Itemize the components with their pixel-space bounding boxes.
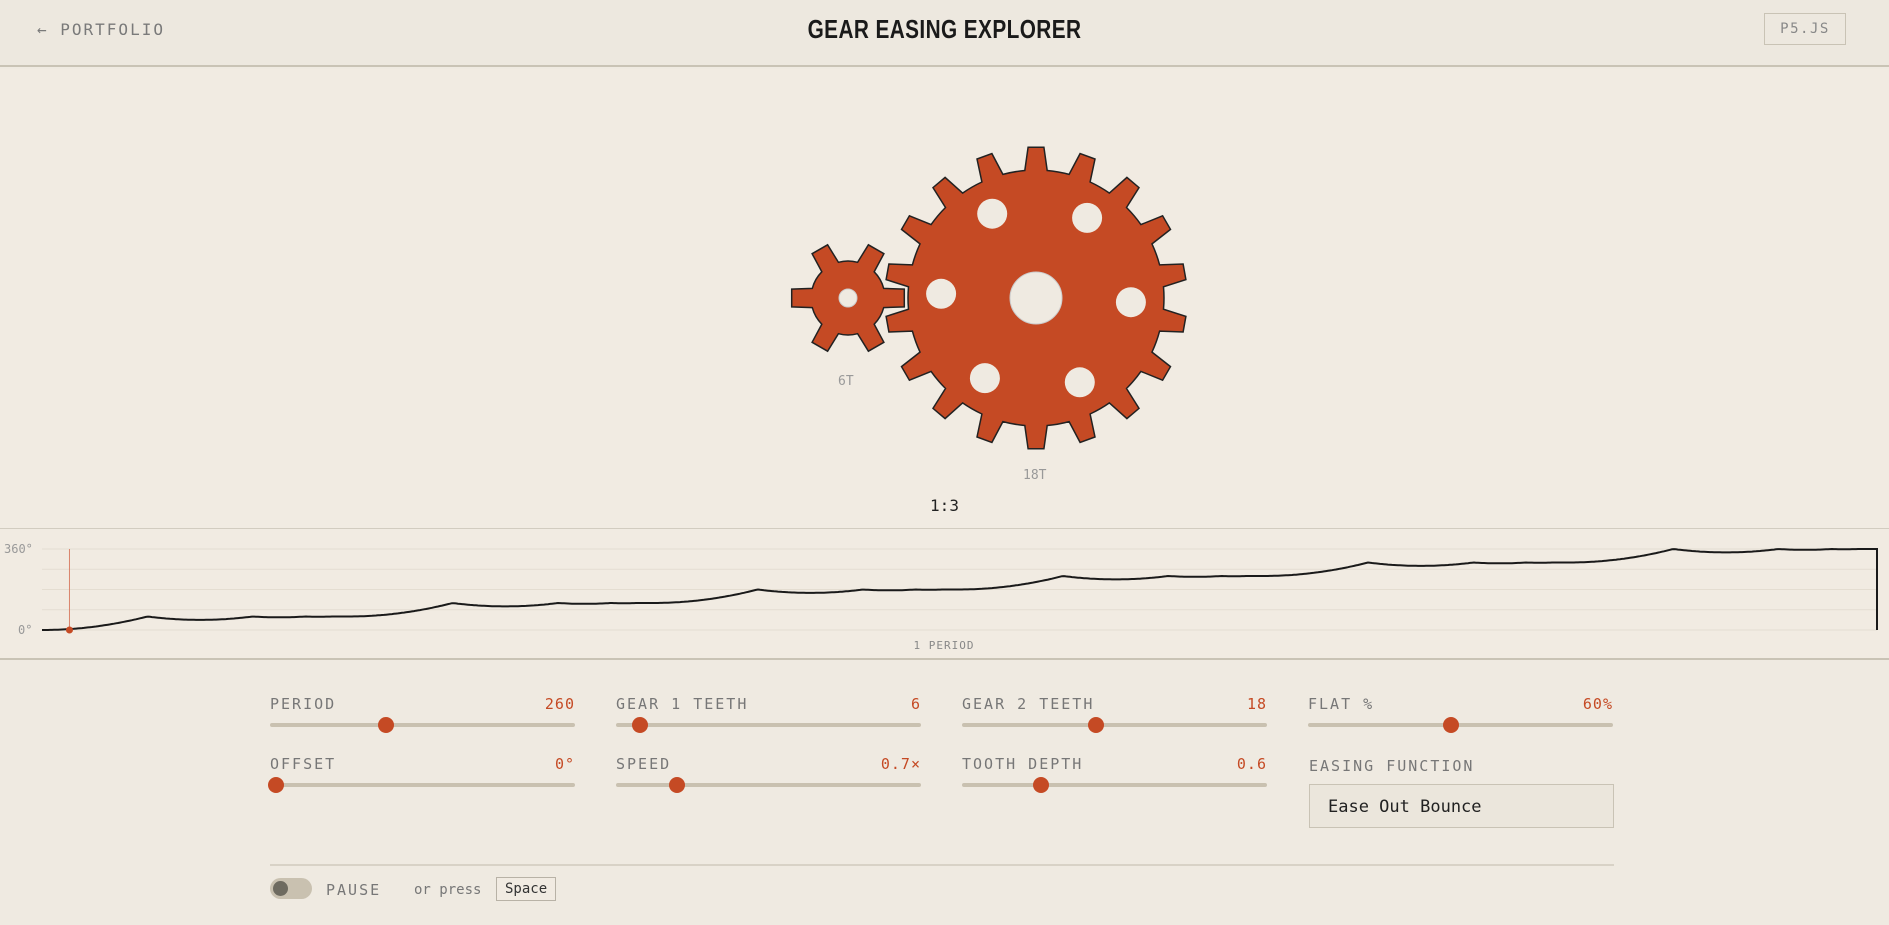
toggle-knob (273, 881, 288, 896)
p5js-badge[interactable]: P5.JS (1764, 13, 1846, 45)
gear-hole (1072, 202, 1103, 233)
slider-thumb[interactable] (1088, 717, 1105, 733)
gear-hole (926, 278, 957, 309)
gear-stage: 6T 18T (0, 69, 1889, 529)
space-key: Space (496, 877, 557, 901)
back-to-portfolio-link[interactable]: ← PORTFOLIO (37, 20, 165, 39)
header: ← PORTFOLIO GEAR EASING EXPLORER P5.JS (0, 0, 1889, 67)
easing-function-select[interactable]: Ease Out Bounce (1309, 784, 1614, 828)
slider-thumb[interactable] (632, 717, 649, 733)
control-label: OFFSET (270, 755, 337, 773)
x-axis-label: 1 PERIOD (914, 639, 975, 652)
gear-ratio: 1:3 (930, 496, 959, 515)
gear2-label: 18T (1023, 468, 1047, 483)
control-label: PERIOD (270, 695, 337, 713)
slider-track[interactable] (962, 777, 1267, 793)
large-gear-hub (1009, 271, 1063, 325)
pause-toggle[interactable] (270, 878, 312, 899)
divider (270, 864, 1614, 866)
control-value: 0° (554, 755, 575, 773)
slider-track[interactable] (270, 717, 575, 733)
slider-track[interactable] (616, 717, 921, 733)
playhead-dot (65, 626, 73, 634)
slider-thumb[interactable] (377, 717, 394, 733)
slider-thumb[interactable] (268, 777, 285, 793)
slider-track[interactable] (1308, 717, 1613, 733)
control-value: 6 (910, 695, 921, 713)
control-value: 0.7× (880, 755, 921, 773)
small-gear-hub (838, 288, 858, 308)
angle-chart: 360° 0° 1 PERIOD (0, 528, 1889, 660)
y-tick-0: 0° (18, 623, 32, 637)
angle-curve (42, 547, 1878, 631)
pause-label: PAUSE (326, 881, 382, 899)
gears-canvas (790, 146, 1187, 450)
control-value: 60% (1582, 695, 1613, 713)
slider-track[interactable] (962, 717, 1267, 733)
slider-thumb[interactable] (1033, 777, 1050, 793)
gear-hole (969, 363, 1000, 394)
slider-thumb[interactable] (1443, 717, 1460, 733)
gear1-label: 6T (838, 374, 854, 389)
gear-hole (1064, 367, 1095, 398)
y-tick-360: 360° (4, 542, 33, 556)
control-label: TOOTH DEPTH (962, 755, 1084, 773)
control-label: GEAR 2 TEETH (962, 695, 1095, 713)
easing-function-label: EASING FUNCTION (1309, 757, 1475, 775)
control-label: SPEED (616, 755, 672, 773)
control-label: FLAT % (1308, 695, 1375, 713)
page-title: GEAR EASING EXPLORER (807, 14, 1082, 44)
control-value: 0.6 (1236, 755, 1267, 773)
control-value: 18 (1246, 695, 1267, 713)
keyboard-hint: or press (414, 882, 482, 898)
control-value: 260 (544, 695, 575, 713)
gear-hole (977, 198, 1008, 229)
slider-track[interactable] (616, 777, 921, 793)
slider-track[interactable] (268, 777, 575, 793)
slider-thumb[interactable] (669, 777, 685, 793)
gear-hole (1115, 287, 1146, 318)
control-label: GEAR 1 TEETH (616, 695, 749, 713)
